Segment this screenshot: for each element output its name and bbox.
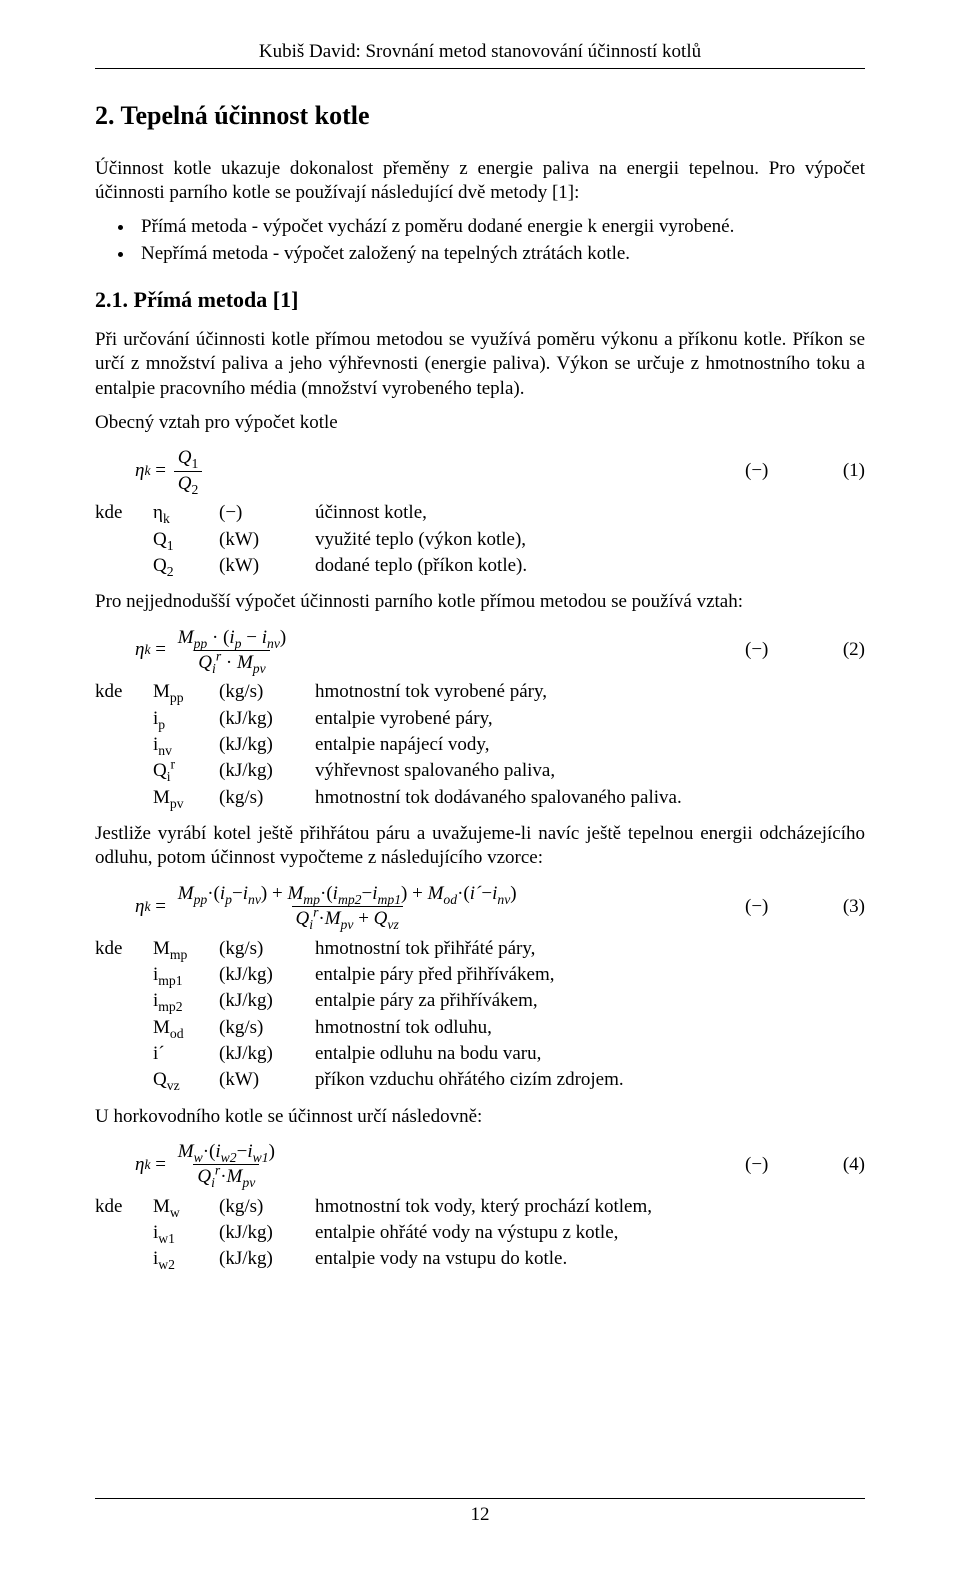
body-paragraph: Při určování účinnosti kotle přímou meto… [95, 328, 865, 401]
table-row: imp1 (kJ/kg) entalpie páry před přihřívá… [95, 963, 630, 989]
body-paragraph: U horkovodního kotle se účinnost určí ná… [95, 1105, 865, 1129]
equation-number: (3) [815, 895, 865, 919]
where-list-1: kde ηk (−) účinnost kotle, Q1 (kW) využi… [95, 501, 533, 580]
table-row: iw1 (kJ/kg) entalpie ohřáté vody na výst… [95, 1221, 658, 1247]
list-item: Nepřímá metoda - výpočet založený na tep… [135, 242, 865, 266]
table-row: Q2 (kW) dodané teplo (příkon kotle). [95, 554, 533, 580]
table-row: Qir (kJ/kg) výhřevnost spalovaného paliv… [95, 759, 688, 785]
where-list-4: kde Mw (kg/s) hmotnostní tok vody, který… [95, 1195, 658, 1274]
body-paragraph: Jestliže vyrábí kotel ještě přihřátou pá… [95, 822, 865, 871]
subsection-heading: 2.1. Přímá metoda [1] [95, 286, 865, 314]
equation-unit: (−) [745, 1153, 815, 1177]
table-row: inv (kJ/kg) entalpie napájecí vody, [95, 733, 688, 759]
page-number: 12 [471, 1504, 490, 1525]
intro-paragraph: Účinnost kotle ukazuje dokonalost přeměn… [95, 157, 865, 206]
table-row: Mod (kg/s) hmotnostní tok odluhu, [95, 1016, 630, 1042]
subsection-number: 2.1. [95, 287, 128, 312]
equation-unit: (−) [745, 638, 815, 662]
table-row: ip (kJ/kg) entalpie vyrobené páry, [95, 707, 688, 733]
running-header: Kubiš David: Srovnání metod stanovování … [95, 40, 865, 69]
equation-number: (1) [815, 459, 865, 483]
table-row: iw2 (kJ/kg) entalpie vody na vstupu do k… [95, 1247, 658, 1273]
equation-4: ηk = Mw·(iw2−iw1) Qir·Mpv (−) (4) [95, 1139, 865, 1191]
list-item: Přímá metoda - výpočet vychází z poměru … [135, 215, 865, 239]
page-footer: 12 [95, 1498, 865, 1527]
table-row: kde Mpp (kg/s) hmotnostní tok vyrobené p… [95, 680, 688, 706]
equation-number: (4) [815, 1153, 865, 1177]
where-list-3: kde Mmp (kg/s) hmotnostní tok přihřáté p… [95, 937, 630, 1095]
equation-1: ηk = Q1 Q2 (−) (1) [95, 445, 865, 497]
section-title: Tepelná účinnost kotle [121, 101, 370, 130]
table-row: Q1 (kW) využité teplo (výkon kotle), [95, 528, 533, 554]
page: Kubiš David: Srovnání metod stanovování … [0, 0, 960, 1585]
subsection-title: Přímá metoda [1] [134, 287, 299, 312]
method-bullet-list: Přímá metoda - výpočet vychází z poměru … [95, 215, 865, 266]
where-list-2: kde Mpp (kg/s) hmotnostní tok vyrobené p… [95, 680, 688, 812]
table-row: Mpv (kg/s) hmotnostní tok dodávaného spa… [95, 786, 688, 812]
equation-2: ηk = Mpp · (ip − inv) Qir · Mpv (−) (2) [95, 624, 865, 676]
table-row: Qvz (kW) příkon vzduchu ohřátého cizím z… [95, 1068, 630, 1094]
section-number: 2. [95, 101, 115, 130]
table-row: kde Mmp (kg/s) hmotnostní tok přihřáté p… [95, 937, 630, 963]
table-row: kde ηk (−) účinnost kotle, [95, 501, 533, 527]
body-paragraph: Pro nejjednodušší výpočet účinnosti parn… [95, 590, 865, 614]
equation-3: ηk = Mpp·(ip−inv) + Mmp·(imp2−imp1) + Mo… [95, 881, 865, 933]
table-row: i´ (kJ/kg) entalpie odluhu na bodu varu, [95, 1042, 630, 1068]
body-paragraph: Obecný vztah pro výpočet kotle [95, 411, 865, 435]
table-row: kde Mw (kg/s) hmotnostní tok vody, který… [95, 1195, 658, 1221]
equation-unit: (−) [745, 459, 815, 483]
equation-unit: (−) [745, 895, 815, 919]
equation-number: (2) [815, 638, 865, 662]
section-heading: 2. Tepelná účinnost kotle [95, 99, 865, 132]
table-row: imp2 (kJ/kg) entalpie páry za přihříváke… [95, 989, 630, 1015]
